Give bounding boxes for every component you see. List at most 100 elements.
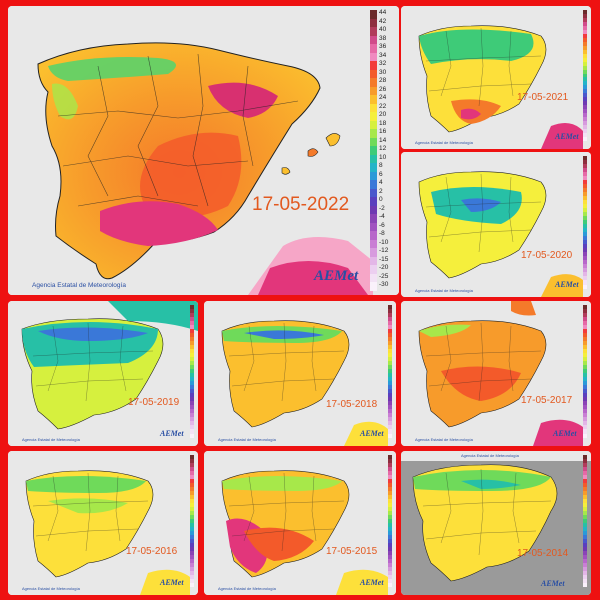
map-date-2014: 17-05-2014 bbox=[517, 548, 569, 559]
legend-label: 14 bbox=[379, 136, 387, 144]
legend-strip-swatch bbox=[190, 369, 194, 374]
legend-strip-swatch bbox=[583, 543, 587, 547]
legend-strip-swatch bbox=[388, 389, 392, 394]
temperature-legend: 44 42 40 38 36 34 32 30 28 26 24 22 20 18 16 14 12 10 8 6 4 2… bbox=[368, 6, 399, 295]
legend-label: 12 bbox=[379, 145, 387, 153]
legend-strip-swatch bbox=[583, 256, 587, 261]
legend-strip-swatch bbox=[583, 535, 587, 539]
legend-strip-swatch bbox=[388, 393, 392, 398]
aemet-logo-2019: AEMet bbox=[160, 429, 184, 438]
legend-swatch bbox=[370, 120, 377, 130]
legend-label: -10 bbox=[379, 238, 389, 246]
legend-strip-swatch bbox=[583, 365, 587, 370]
legend-strip-swatch bbox=[583, 29, 587, 34]
legend-strip-swatch bbox=[583, 305, 587, 310]
legend-label: 32 bbox=[379, 60, 387, 68]
legend-strip-swatch bbox=[190, 487, 194, 491]
legend-strip-swatch bbox=[583, 495, 587, 499]
legend-strip-swatch bbox=[190, 555, 194, 559]
legend-label: 24 bbox=[379, 94, 387, 102]
legend-label: -8 bbox=[379, 230, 385, 238]
map-date-2016: 17-05-2016 bbox=[126, 546, 178, 557]
legend-strip-swatch bbox=[583, 425, 587, 430]
legend-strip-swatch bbox=[190, 325, 194, 330]
legend-strip bbox=[388, 305, 392, 438]
legend-strip bbox=[388, 455, 392, 587]
map-date-2018: 17-05-2018 bbox=[326, 399, 378, 410]
legend-strip-swatch bbox=[388, 309, 392, 314]
legend-label: -30 bbox=[379, 281, 389, 289]
legend-strip-swatch bbox=[583, 228, 587, 233]
legend-strip-swatch bbox=[190, 543, 194, 547]
legend-strip-swatch bbox=[388, 313, 392, 318]
legend-strip-swatch bbox=[583, 527, 587, 531]
legend-strip-swatch bbox=[190, 405, 194, 410]
legend-strip-swatch bbox=[190, 531, 194, 535]
legend-strip-swatch bbox=[388, 373, 392, 378]
agency-label-2014-top: Agencia Estatal de Meteorología bbox=[461, 453, 519, 458]
legend-strip-swatch bbox=[583, 397, 587, 402]
legend-label: 40 bbox=[379, 26, 387, 34]
legend-strip-swatch bbox=[583, 164, 587, 169]
legend-strip-swatch bbox=[583, 503, 587, 507]
map-canvas-2022 bbox=[8, 6, 399, 295]
legend-strip-swatch bbox=[190, 329, 194, 334]
legend-strip-swatch bbox=[583, 329, 587, 334]
legend-swatch bbox=[370, 95, 377, 105]
legend-strip-swatch bbox=[388, 511, 392, 515]
legend-strip-swatch bbox=[583, 276, 587, 281]
legend-strip-swatch bbox=[583, 61, 587, 66]
legend-label: 6 bbox=[379, 170, 383, 178]
legend-strip-swatch bbox=[388, 321, 392, 326]
legend-strip-swatch bbox=[583, 137, 587, 141]
legend-strip-swatch bbox=[388, 467, 392, 471]
legend-strip-swatch bbox=[388, 479, 392, 483]
legend-strip-swatch bbox=[190, 463, 194, 467]
legend-strip-swatch bbox=[583, 511, 587, 515]
legend-swatch bbox=[370, 231, 377, 241]
legend-strip-swatch bbox=[583, 405, 587, 410]
legend-strip-swatch bbox=[388, 483, 392, 487]
legend-strip-swatch bbox=[583, 220, 587, 225]
legend-strip-swatch bbox=[388, 349, 392, 354]
legend-label: -20 bbox=[379, 264, 389, 272]
legend-strip-swatch bbox=[583, 41, 587, 46]
legend-strip-swatch bbox=[388, 377, 392, 382]
legend-strip-swatch bbox=[583, 77, 587, 82]
legend-strip-swatch bbox=[190, 539, 194, 543]
legend-strip-swatch bbox=[583, 409, 587, 414]
legend-label: 34 bbox=[379, 51, 387, 59]
legend-strip-swatch bbox=[583, 325, 587, 330]
legend-strip-swatch bbox=[388, 333, 392, 338]
legend-strip-swatch bbox=[583, 559, 587, 563]
legend-strip-swatch bbox=[190, 349, 194, 354]
legend-strip-swatch bbox=[583, 105, 587, 110]
legend-strip-swatch bbox=[583, 81, 587, 86]
legend-strip-swatch bbox=[190, 471, 194, 475]
legend-strip-swatch bbox=[190, 527, 194, 531]
legend-strip-swatch bbox=[583, 429, 587, 434]
legend-strip-swatch bbox=[190, 401, 194, 406]
legend-strip-swatch bbox=[388, 535, 392, 539]
legend-strip-swatch bbox=[583, 280, 587, 285]
legend-strip-swatch bbox=[583, 369, 587, 374]
legend-strip-swatch bbox=[583, 216, 587, 221]
legend-strip-swatch bbox=[583, 377, 587, 382]
legend-strip-swatch bbox=[190, 429, 194, 434]
legend-strip-swatch bbox=[388, 531, 392, 535]
legend-strip-swatch bbox=[190, 467, 194, 471]
legend-strip-swatch bbox=[190, 341, 194, 346]
legend-strip-swatch bbox=[190, 459, 194, 463]
legend-strip-swatch bbox=[583, 361, 587, 366]
legend-strip-swatch bbox=[583, 268, 587, 273]
legend-strip-swatch bbox=[583, 499, 587, 503]
legend-strip-swatch bbox=[583, 45, 587, 50]
legend-strip-swatch bbox=[190, 519, 194, 523]
legend-swatch bbox=[370, 248, 377, 258]
legend-strip-swatch bbox=[190, 515, 194, 519]
legend-strip-swatch bbox=[190, 345, 194, 350]
legend-strip-swatch bbox=[388, 405, 392, 410]
legend-strip-swatch bbox=[583, 483, 587, 487]
legend-label: 44 bbox=[379, 9, 387, 16]
legend-strip-swatch bbox=[583, 204, 587, 209]
